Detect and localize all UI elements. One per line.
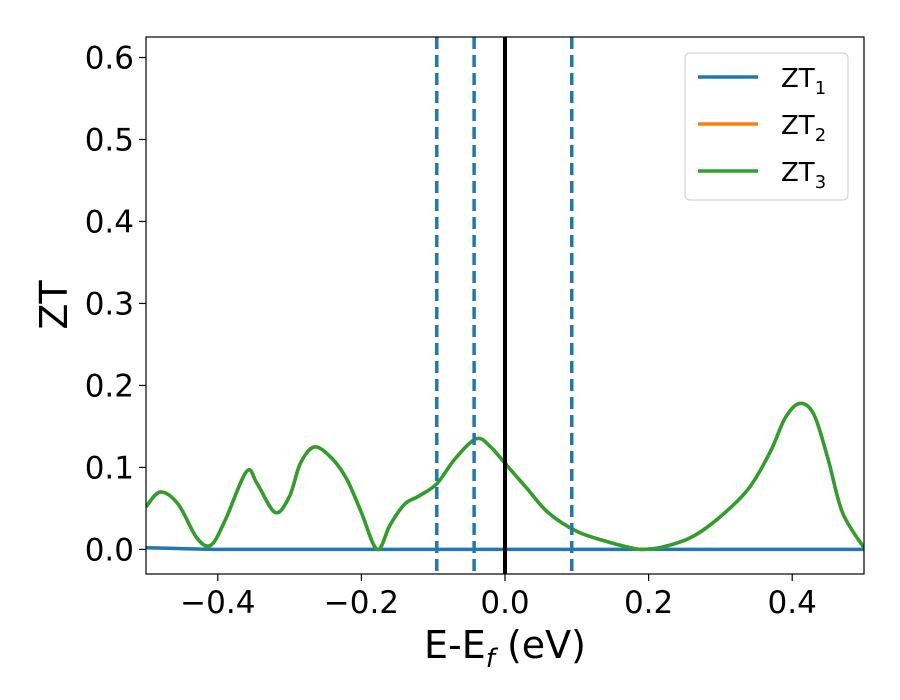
y-tick-label: 0.0: [85, 532, 134, 568]
plot-area: [146, 37, 864, 574]
y-tick-label: 0.5: [85, 122, 134, 158]
y-tick-label: 0.1: [85, 450, 134, 486]
y-tick-label: 0.6: [85, 40, 134, 76]
x-tick-label: 0.2: [624, 585, 673, 621]
legend: ZT1 ZT2 ZT3: [684, 52, 849, 201]
series-line-zt1: [146, 546, 864, 552]
x-axis-label-main: E-E: [424, 623, 486, 667]
y-axis-label: ZT: [32, 280, 76, 330]
legend-label-zt1: ZT1: [781, 64, 826, 99]
series-line-zt3: [146, 401, 864, 552]
legend-box: [684, 52, 849, 201]
x-tick-label: −0.2: [324, 585, 399, 621]
x-axis-label-tail: (eV): [495, 623, 586, 667]
y-tick-label: 0.2: [85, 368, 134, 404]
x-tick-label: 0.4: [768, 585, 817, 621]
x-axis-label: E-Ef (eV): [424, 623, 586, 674]
legend-label-zt3: ZT3: [781, 158, 826, 193]
y-tick-label: 0.4: [85, 204, 134, 240]
x-tick-label: −0.4: [180, 585, 255, 621]
ticks: −0.4 −0.2 0.0 0.2 0.4 0.0 0.1 0.2 0.3 0.4 0.5 0.6: [85, 40, 817, 621]
x-tick-label: 0.0: [480, 585, 529, 621]
y-tick-label: 0.3: [85, 286, 134, 322]
legend-label-zt2: ZT2: [781, 111, 826, 146]
